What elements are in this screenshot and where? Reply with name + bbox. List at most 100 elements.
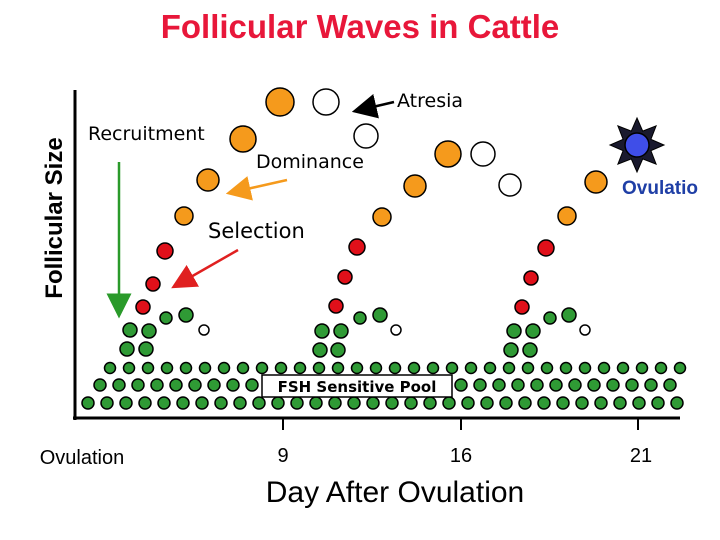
follicle-selected [514,299,530,315]
selection-label: Selection [208,219,305,243]
pool-follicle [157,396,171,410]
follicle-recruited [330,342,346,358]
pool-follicle [635,361,649,375]
pool-follicle [625,378,639,392]
tick-label-21: 21 [630,445,652,467]
follicle-atretic [579,324,591,336]
follicle-dominant [557,206,577,226]
pool-follicle [663,378,677,392]
pool-follicle [578,361,592,375]
follicle-recruited [522,342,538,358]
pool-follicle [150,378,164,392]
follicle-recruited [314,323,330,339]
follicle-atretic [390,324,402,336]
pool-follicle [179,361,193,375]
follicle-dominant [372,207,392,227]
follicle-recruited [372,307,388,323]
pool-follicle [226,378,240,392]
pool-follicle [176,396,190,410]
follicle-recruited [159,311,173,325]
pool-follicle [613,396,627,410]
pool-follicle [673,361,687,375]
fsh-pool-label-box [261,374,453,398]
pool-follicle [587,378,601,392]
pool-follicle [483,361,497,375]
follicle-dominant [403,174,427,198]
pool-follicle [112,378,126,392]
follicle-recruited [119,341,135,357]
dominance-label: Dominance [256,151,364,173]
follicle-selected [537,239,555,257]
pool-follicle [369,361,383,375]
pool-follicle [549,378,563,392]
pool-follicle [492,378,506,392]
pool-follicle [540,361,554,375]
pool-follicle [404,396,418,410]
fsh-pool-label: FSH Sensitive Pool [278,378,437,396]
pool-follicle [385,396,399,410]
follicle-dominant [434,140,462,168]
pool-follicle [328,396,342,410]
pool-follicle [233,396,247,410]
follicle-dominant [584,170,608,194]
pool-follicle [499,396,513,410]
tick-label-16: 16 [450,445,472,467]
chart-title: Follicular Waves in Cattle [161,8,560,45]
ovulation-burst-icon [608,116,666,174]
pool-follicle [271,396,285,410]
pool-follicle [518,396,532,410]
pool-follicle [461,396,475,410]
follicle-recruited [138,341,154,357]
follicle-recruited [561,307,577,323]
follicle-dominant [174,206,194,226]
pool-follicle [214,396,228,410]
pool-follicle [502,361,516,375]
pool-follicle [651,396,665,410]
tick-label-ovulation: Ovulation [40,447,125,469]
pool-follicle [195,396,209,410]
pool-follicle [559,361,573,375]
ovulatory-follicle [624,132,650,158]
pool-follicle [100,396,114,410]
pool-follicle [480,396,494,410]
follicle-atretic [353,123,379,149]
pool-follicle [119,396,133,410]
pool-follicle [568,378,582,392]
pool-follicle [312,361,326,375]
pool-follicle [131,378,145,392]
follicle-selected [135,299,151,315]
follicle-dominant [229,125,257,153]
follicle-atretic [470,141,496,167]
pool-follicle [654,361,668,375]
pool-follicle [141,361,155,375]
pool-follicle [169,378,183,392]
pool-follicle [407,361,421,375]
pool-follicle [245,378,259,392]
follicle-atretic [198,324,210,336]
pool-follicle [616,361,630,375]
x-axis-label: Day After Ovulation [266,476,524,509]
follicle-selected [348,238,366,256]
atresia-label: Atresia [397,90,463,112]
follicle-dominant [196,168,220,192]
pool-follicle [81,396,95,410]
fsh-sensitive-pool-follicles [81,361,687,410]
atresia-arrow [351,93,395,119]
follicle-dominant [265,87,295,117]
follicle-recruited [506,323,522,339]
y-axis-label: Follicular Size [41,137,68,298]
pool-follicle [594,396,608,410]
pool-follicle [454,378,468,392]
pool-follicle [366,396,380,410]
pool-follicle [388,361,402,375]
pool-follicle [632,396,646,410]
follicle-recruited [543,311,557,325]
pool-follicle [188,378,202,392]
pool-follicle [426,361,440,375]
pool-follicle [537,396,551,410]
follicle-selected [328,298,344,314]
pool-follicle [511,378,525,392]
pool-follicle [670,396,684,410]
tick-label-9: 9 [277,445,288,467]
